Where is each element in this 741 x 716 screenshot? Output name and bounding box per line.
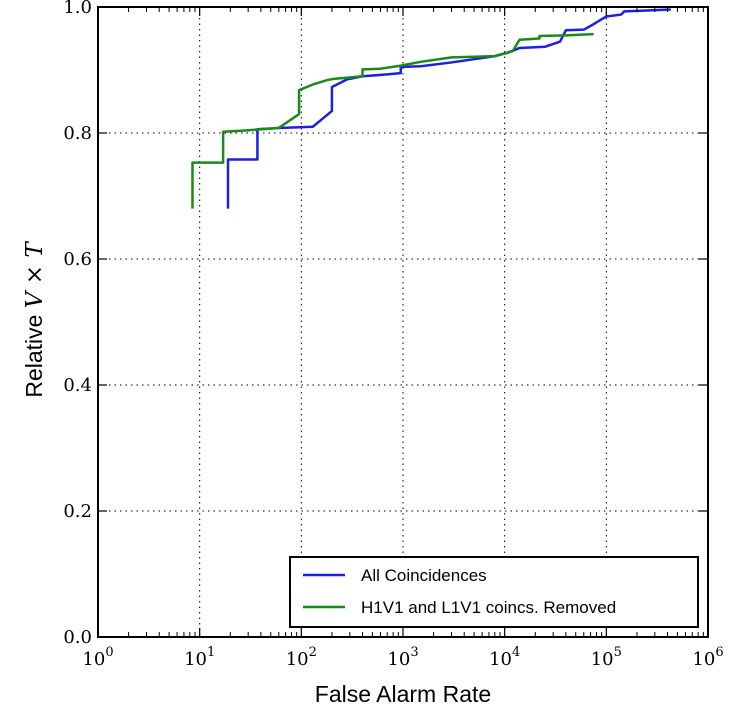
x-tick-label-base: 10 — [591, 649, 614, 670]
legend-label-all-coincidences: All Coincidences — [361, 566, 487, 585]
series-line-all-coincidences — [226, 8, 671, 209]
y-axis-title-v: V — [22, 289, 48, 308]
grid — [98, 7, 708, 637]
x-tick-label: 101 — [184, 645, 215, 670]
x-tick-label: 104 — [489, 645, 520, 670]
x-tick-label: 105 — [591, 645, 622, 670]
legend-label-removed: H1V1 and L1V1 coincs. Removed — [361, 598, 616, 617]
x-axis-title: False Alarm Rate — [315, 681, 491, 707]
y-tick-label: 0.8 — [63, 123, 92, 144]
y-tick-label: 0.6 — [63, 249, 92, 270]
y-axis-title-times: × — [22, 258, 48, 292]
y-tick-label: 1.0 — [63, 0, 92, 18]
y-tick-label: 0.4 — [63, 375, 92, 396]
x-tick-label-base: 10 — [489, 649, 512, 670]
x-tick-label: 106 — [692, 645, 723, 670]
y-tick-label: 0.0 — [63, 627, 92, 648]
ticks — [97, 6, 709, 638]
x-tick-label-exponent: 2 — [309, 645, 317, 660]
x-tick-label-exponent: 4 — [512, 645, 520, 660]
x-tick-label: 100 — [82, 645, 113, 670]
y-tick-label: 0.2 — [63, 501, 92, 522]
legend-box — [289, 556, 699, 628]
x-tick-label-exponent: 0 — [105, 645, 113, 660]
x-tick-label-base: 10 — [286, 649, 309, 670]
series-line-removed — [191, 32, 594, 209]
x-tick-label-exponent: 3 — [410, 645, 418, 660]
y-axis-title-t: T — [22, 241, 48, 258]
x-tick-label-base: 10 — [184, 649, 207, 670]
x-tick-label-exponent: 1 — [207, 645, 215, 660]
x-tick-label: 103 — [387, 645, 418, 670]
series-layer — [191, 8, 671, 209]
y-axis-title-prefix: Relative — [21, 308, 47, 397]
x-tick-label-exponent: 5 — [614, 645, 622, 660]
y-axis-title: Relative V × T — [21, 241, 48, 398]
x-tick-label-base: 10 — [82, 649, 105, 670]
legend: All Coincidences H1V1 and L1V1 coincs. R… — [289, 556, 699, 628]
x-tick-label-base: 10 — [692, 649, 715, 670]
x-tick-label-base: 10 — [387, 649, 410, 670]
x-tick-label-exponent: 6 — [715, 645, 723, 660]
x-tick-label: 102 — [286, 645, 317, 670]
